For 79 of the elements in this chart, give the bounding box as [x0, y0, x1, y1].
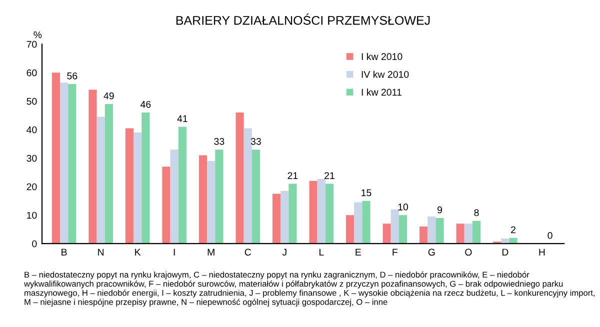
data-label: 33	[214, 138, 224, 145]
legend-label: I kw 2011	[362, 88, 402, 96]
data-label: 21	[324, 172, 334, 179]
data-label: 49	[104, 92, 114, 100]
data-label: 21	[288, 172, 298, 179]
x-tick-label: H	[539, 248, 545, 256]
bar	[420, 226, 428, 244]
x-tick-label: G	[428, 248, 435, 256]
x-tick-label: I	[174, 248, 175, 256]
bar	[125, 128, 134, 244]
x-tick-label: N	[98, 248, 104, 256]
bar	[309, 180, 318, 244]
bar	[346, 215, 354, 244]
x-tick-label: F	[392, 248, 398, 256]
bar	[272, 194, 281, 244]
data-label: 2	[511, 226, 516, 234]
bar	[142, 112, 150, 244]
y-tick-label: 0	[32, 240, 37, 248]
text: B – niedostateczny popyt na rynku krajowym, C – niedostateczny popyt na rynku zagranicznym, D – niedobór pracowników, E – niedobór wykwalifikowanych pracowników, F – niedobór surowców, materiałów i półfabrykatów z przyczyn pozafinansowych, G – brak odpowiedniego parku maszynowego, H – niedobór energii, I – koszty zatrudnienia, J – problemy finansowe , K – wysokie obciążenia na rzecz budżetu, L – konkurencyjny import, M – niejasne i niespójne przepisy prawne, N – niepewność ogólnej sytuacji gospodarczej, O – inne	[24, 271, 595, 307]
data-label: 46	[140, 100, 151, 108]
bar	[362, 200, 370, 244]
data-label: 9	[438, 206, 442, 214]
bar	[68, 84, 76, 244]
data-label: 0	[548, 232, 552, 239]
bar	[390, 209, 399, 244]
bar	[198, 155, 208, 244]
x-tick-label: E	[356, 248, 361, 256]
x-tick-label: J	[282, 248, 286, 256]
x-tick-label: D	[502, 248, 508, 256]
y-tick-label: 50	[26, 98, 37, 105]
bar	[280, 190, 289, 244]
bar	[52, 72, 60, 244]
bar	[244, 128, 252, 244]
bar	[317, 178, 326, 244]
bar	[60, 82, 68, 244]
bar	[104, 104, 113, 244]
bar	[170, 150, 178, 244]
x-tick-label: B	[62, 248, 67, 256]
bar	[252, 150, 260, 244]
x-tick-label: O	[465, 248, 472, 256]
data-label: 33	[250, 138, 261, 145]
x-tick-label: K	[135, 248, 141, 256]
bar	[288, 184, 297, 244]
bar	[472, 220, 481, 244]
data-label: 15	[362, 189, 372, 196]
y-axis-title: %	[34, 31, 42, 38]
bar	[382, 224, 391, 244]
data-label: 56	[67, 72, 78, 80]
bar	[398, 215, 408, 244]
x-tick-label: M	[208, 248, 214, 256]
y-tick-label: 70	[26, 40, 37, 48]
data-label: 8	[474, 209, 479, 216]
bar	[215, 150, 224, 244]
y-tick-label: 10	[27, 212, 37, 219]
bar	[207, 160, 216, 244]
x-tick-label: L	[319, 248, 324, 256]
y-tick-label: 40	[26, 126, 37, 134]
data-label: 10	[398, 204, 408, 210]
bar	[236, 112, 244, 244]
bar	[428, 216, 436, 244]
bar	[134, 132, 142, 244]
bar	[456, 224, 464, 244]
legend-label: IV kw 2010	[362, 70, 409, 78]
bar	[96, 116, 105, 244]
bar	[178, 126, 186, 244]
bar	[464, 224, 472, 244]
bar	[325, 184, 334, 244]
bar	[354, 202, 362, 244]
bar	[509, 238, 518, 244]
y-tick-label: 20	[26, 183, 37, 190]
chart-title: BARIERY DZIAŁALNOŚCI PRZEMYSŁOWEJ	[176, 13, 430, 25]
bar	[162, 166, 170, 244]
y-tick-label: 60	[26, 69, 37, 76]
bar	[436, 218, 444, 244]
data-label: 41	[177, 115, 188, 122]
y-tick-label: 30	[26, 154, 37, 162]
legend-label: I kw 2010	[362, 52, 402, 60]
bar	[88, 90, 97, 244]
x-tick-label: C	[244, 248, 251, 256]
